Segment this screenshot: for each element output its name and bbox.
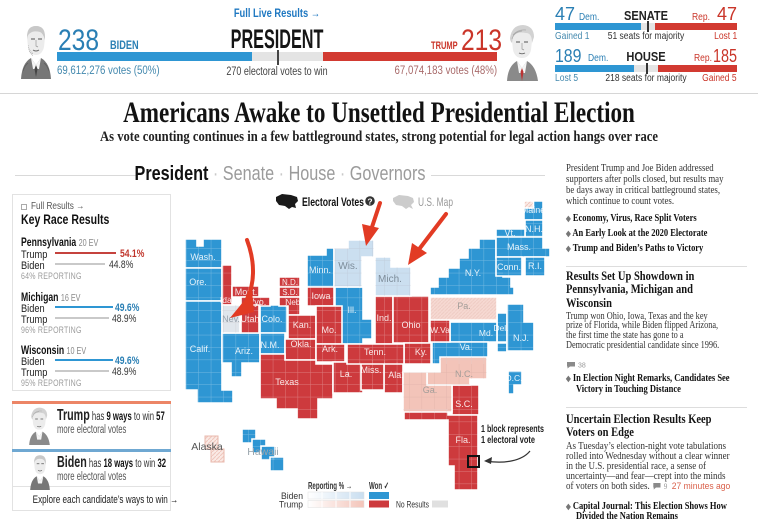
svg-text:R.I.: R.I. xyxy=(528,261,542,271)
svg-text:Wyo.: Wyo. xyxy=(246,297,266,307)
svg-text:Fla.: Fla. xyxy=(455,435,470,445)
svg-text:38: 38 xyxy=(578,363,586,370)
svg-text:Kan.: Kan. xyxy=(293,320,312,330)
svg-text:Mont.: Mont. xyxy=(235,287,258,297)
svg-text:Okla.: Okla. xyxy=(290,339,311,349)
svg-text:U.S. Map: U.S. Map xyxy=(418,197,453,209)
svg-text:Ariz.: Ariz. xyxy=(235,346,253,356)
svg-text:Ark.: Ark. xyxy=(322,344,338,354)
svg-text:Tenn.: Tenn. xyxy=(364,347,386,357)
svg-text:Iowa: Iowa xyxy=(311,291,330,301)
svg-text:Neb.: Neb. xyxy=(286,298,303,307)
svg-text:Conn.: Conn. xyxy=(497,262,521,272)
svg-text:Biden: Biden xyxy=(281,491,303,502)
svg-text:Va.: Va. xyxy=(460,342,473,352)
svg-text:Del.: Del. xyxy=(493,323,508,333)
svg-text:Ga.: Ga. xyxy=(423,385,438,395)
svg-text:Maine: Maine xyxy=(521,205,546,215)
svg-text:1 electoral vote: 1 electoral vote xyxy=(481,434,535,446)
svg-text:N.M.: N.M. xyxy=(261,340,280,350)
svg-text:S.C.: S.C. xyxy=(455,399,473,409)
svg-text:S.D.: S.D. xyxy=(282,288,298,297)
svg-text:Colo.: Colo. xyxy=(261,314,282,324)
svg-text:Reporting % →: Reporting % → xyxy=(308,481,352,492)
svg-text:Won ✓: Won ✓ xyxy=(369,481,389,492)
svg-text:Wis.: Wis. xyxy=(338,261,357,272)
svg-text:N.D.: N.D. xyxy=(282,278,298,287)
svg-text:Pa.: Pa. xyxy=(457,301,471,311)
svg-text:Ala.: Ala. xyxy=(388,370,404,380)
svg-text:N.C.: N.C. xyxy=(455,369,473,379)
svg-text:Minn.: Minn. xyxy=(309,265,331,275)
svg-text:Ind.: Ind. xyxy=(376,313,391,323)
svg-text:Mo.: Mo. xyxy=(321,325,336,335)
svg-text:Texas: Texas xyxy=(275,377,299,387)
svg-text:Md.: Md. xyxy=(479,328,493,338)
svg-text:Ky.: Ky. xyxy=(415,347,427,357)
svg-text:La.: La. xyxy=(340,369,353,379)
svg-text:Alaska: Alaska xyxy=(191,441,223,453)
svg-text:No Results: No Results xyxy=(396,500,429,511)
svg-text:Ohio: Ohio xyxy=(401,320,420,330)
svg-text:Mass.: Mass. xyxy=(507,242,531,252)
svg-text:D.C.: D.C. xyxy=(506,373,523,383)
svg-text:Vt.: Vt. xyxy=(504,228,515,238)
svg-text:N.H.: N.H. xyxy=(525,224,543,234)
svg-text:Electoral Votes: Electoral Votes xyxy=(302,197,364,209)
svg-text:Trump: Trump xyxy=(279,500,303,511)
svg-text:Ill.: Ill. xyxy=(348,305,357,315)
svg-text:1 block represents: 1 block represents xyxy=(481,423,544,435)
svg-text:Utah: Utah xyxy=(240,314,259,324)
svg-text:N.J.: N.J. xyxy=(513,333,529,343)
svg-text:Mich.: Mich. xyxy=(378,274,402,285)
svg-text:Miss.: Miss. xyxy=(361,365,382,375)
svg-text:?: ? xyxy=(367,197,372,207)
svg-text:W.Va: W.Va xyxy=(430,325,450,335)
svg-text:Ore.: Ore. xyxy=(189,277,207,287)
svg-text:Wash.: Wash. xyxy=(190,252,215,262)
svg-text:N.Y.: N.Y. xyxy=(465,268,481,278)
svg-text:Hawaii: Hawaii xyxy=(247,446,279,458)
svg-text:Ida.: Ida. xyxy=(220,295,234,305)
svg-text:Nev.: Nev. xyxy=(222,314,240,324)
svg-text:Calif.: Calif. xyxy=(190,344,211,354)
